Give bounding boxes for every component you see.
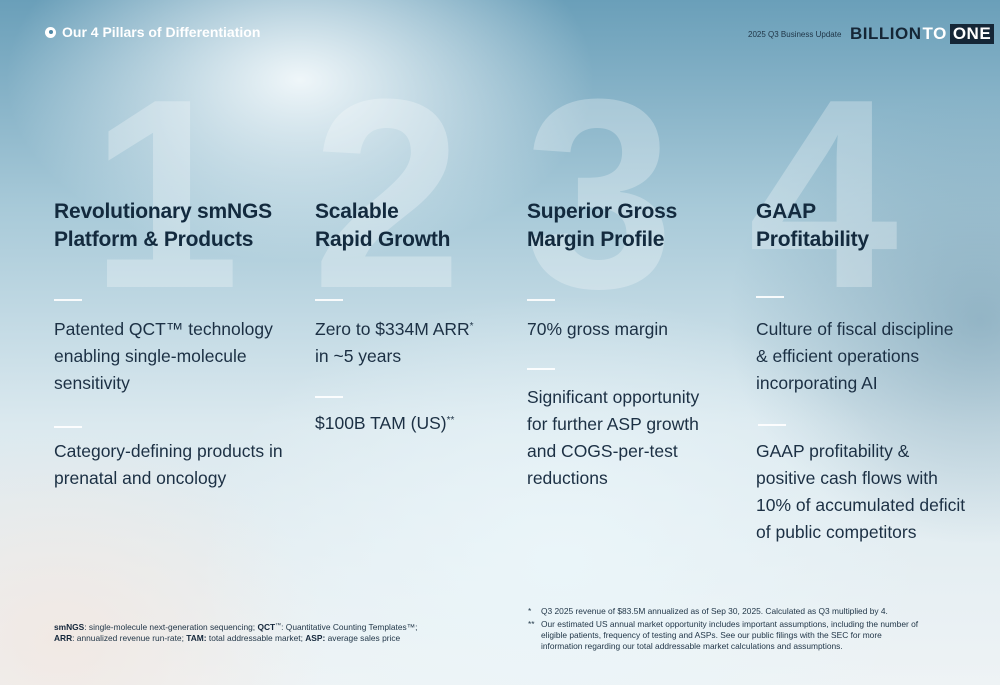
section-title: Our 4 Pillars of Differentiation: [45, 24, 260, 40]
pillar-1-heading-line: Revolutionary smNGS: [54, 200, 272, 223]
divider: [527, 299, 555, 301]
footnote: ** Our estimated US annual market opport…: [528, 619, 928, 652]
top-bar: Our 4 Pillars of Differentiation 2025 Q3…: [0, 0, 1000, 70]
logo-part-billion: BILLION: [850, 24, 922, 43]
footnote-line: Our estimated US annual market opportuni…: [541, 619, 919, 629]
section-title-text: Our 4 Pillars of Differentiation: [62, 24, 261, 40]
glossary-term: TAM:: [186, 633, 207, 643]
footnote-mark: **: [528, 619, 535, 629]
pillar-3-point-1: 70% gross margin: [527, 316, 767, 343]
pillar-2-heading-line: Rapid Growth: [315, 228, 451, 251]
point-line: in ~5 years: [315, 346, 402, 366]
divider: [527, 368, 555, 370]
glossary-term: smNGS: [54, 622, 85, 632]
pillar-4-heading: GAAP Profitability: [756, 198, 996, 254]
footnote-marker: *: [469, 321, 474, 332]
point-line: GAAP profitability &: [756, 441, 910, 461]
footnote-marker: **: [446, 415, 455, 426]
pillar-1-heading-line: Platform & Products: [54, 228, 254, 251]
point-line: prenatal and oncology: [54, 468, 227, 488]
logo-part-to: TO: [922, 24, 947, 43]
divider: [315, 299, 343, 301]
point-line: $100B TAM (US): [315, 413, 447, 433]
divider: [758, 424, 786, 426]
pillar-number-3: 3: [524, 44, 675, 345]
footnotes-list: * Q3 2025 revenue of $83.5M annualized a…: [528, 606, 928, 652]
pillar-2: Scalable Rapid Growth Zero to $334M ARR*…: [315, 198, 555, 433]
divider: [756, 296, 784, 298]
glossary-definition: : Quantitative Counting Templates™;: [281, 622, 418, 632]
point-line: for further ASP growth: [527, 414, 699, 434]
divider: [54, 299, 82, 301]
footnote-line: eligible patients, frequency of testing …: [541, 630, 882, 640]
footnote-line: information regarding our total addressa…: [541, 641, 843, 651]
point-line: and COGS-per-test: [527, 441, 678, 461]
bullet-dot-icon: [45, 26, 56, 38]
pillar-2-heading-line: Scalable: [315, 200, 399, 223]
pillar-3-heading-line: Margin Profile: [527, 228, 665, 251]
glossary-term: ASP:: [305, 633, 326, 643]
point-line: reductions: [527, 468, 608, 488]
divider: [54, 426, 82, 428]
point-line: 70% gross margin: [527, 319, 669, 339]
pillar-number-4: 4: [748, 44, 899, 345]
glossary-definition: : annualized revenue run-rate;: [72, 633, 187, 643]
pillar-4-point-2: GAAP profitability & positive cash flows…: [756, 438, 996, 546]
point-line: Category-defining products in: [54, 441, 283, 461]
point-line: of public competitors: [756, 522, 917, 542]
pillar-3-point-2: Significant opportunity for further ASP …: [527, 384, 767, 492]
divider: [315, 396, 343, 398]
pillar-1-point-1: Patented QCT™ technology enabling single…: [54, 316, 294, 397]
business-update-label: 2025 Q3 Business Update: [748, 30, 842, 39]
company-logo: BILLION TO ONE: [850, 24, 995, 44]
pillar-3-heading-line: Superior Gross: [527, 200, 678, 223]
point-line: sensitivity: [54, 373, 130, 393]
pillar-1-point-2: Category-defining products in prenatal a…: [54, 438, 294, 492]
glossary-footnote: smNGS: single-molecule next-generation s…: [54, 622, 417, 644]
point-line: 10% of accumulated deficit: [756, 495, 966, 515]
point-line: Zero to $334M ARR: [315, 319, 470, 339]
pillar-number-1: 1: [90, 44, 241, 345]
pillar-4-heading-line: Profitability: [756, 228, 869, 251]
pillar-2-point-2: $100B TAM (US)**: [315, 410, 555, 437]
pillar-1: Revolutionary smNGS Platform & Products …: [54, 198, 294, 488]
glossary-term: ARR: [54, 633, 73, 643]
point-line: positive cash flows with: [756, 468, 938, 488]
pillar-4-heading-line: GAAP: [756, 200, 816, 223]
glossary-term: QCT: [257, 622, 276, 632]
pillar-2-heading: Scalable Rapid Growth: [315, 198, 555, 254]
glossary-definition: average sales price: [325, 633, 401, 643]
pillar-1-heading: Revolutionary smNGS Platform & Products: [54, 198, 294, 254]
footnote: * Q3 2025 revenue of $83.5M annualized a…: [528, 606, 928, 617]
footnote-line: Q3 2025 revenue of $83.5M annualized as …: [541, 606, 888, 616]
pillar-4-point-1: Culture of fiscal discipline & efficient…: [756, 316, 996, 397]
glossary-definition: : single-molecule next-generation sequen…: [84, 622, 258, 632]
point-line: Patented QCT™ technology: [54, 319, 273, 339]
pillar-2-point-1: Zero to $334M ARR* in ~5 years: [315, 316, 555, 370]
point-line: incorporating AI: [756, 373, 878, 393]
pillar-3: Superior Gross Margin Profile 70% gross …: [527, 198, 767, 488]
logo-part-one: ONE: [949, 24, 995, 44]
pillar-4: GAAP Profitability Culture of fiscal dis…: [756, 198, 996, 542]
point-line: Culture of fiscal discipline: [756, 319, 954, 339]
glossary-definition: total addressable market;: [206, 633, 306, 643]
pillar-3-heading: Superior Gross Margin Profile: [527, 198, 767, 254]
pillar-number-2: 2: [312, 44, 463, 345]
point-line: Significant opportunity: [527, 387, 700, 407]
footnote-mark: *: [528, 606, 532, 616]
point-line: enabling single-molecule: [54, 346, 247, 366]
trademark-mark: ™: [275, 623, 282, 629]
point-line: & efficient operations: [756, 346, 920, 366]
